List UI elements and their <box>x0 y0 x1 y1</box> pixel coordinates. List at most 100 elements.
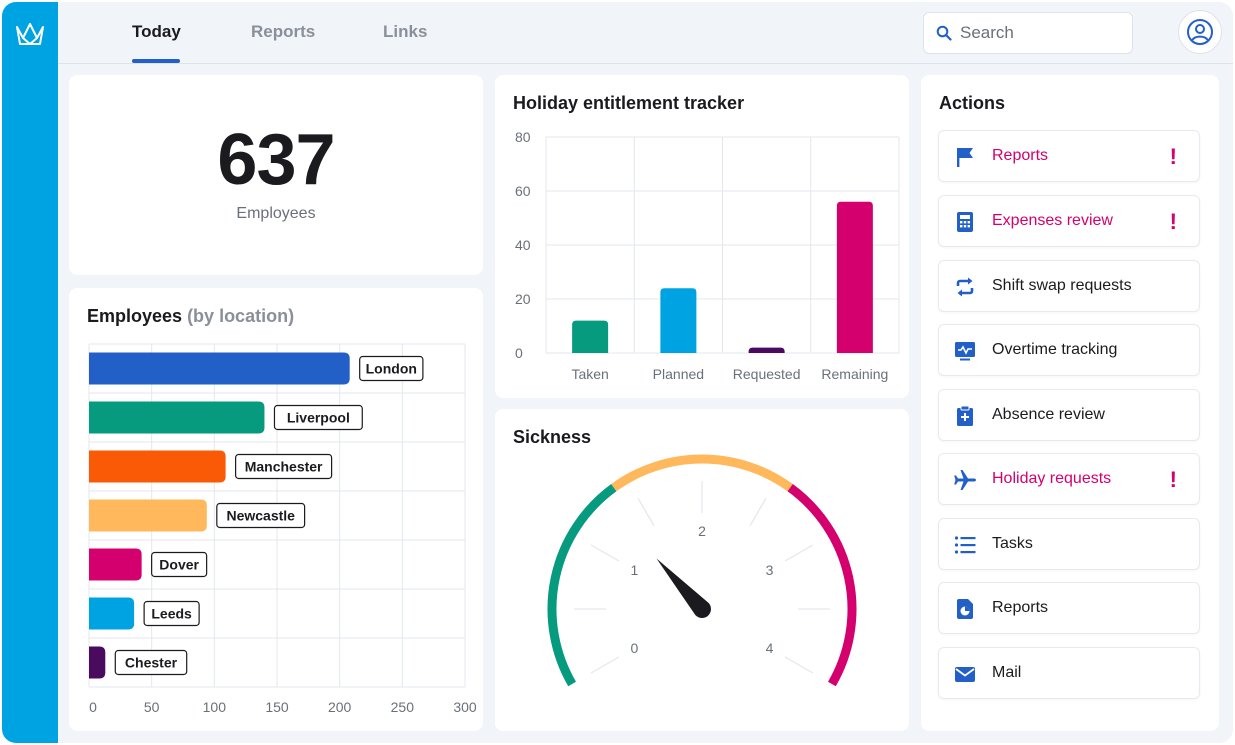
monitor-chart-icon <box>955 342 975 361</box>
action-expenses-review[interactable]: Expenses review ! <box>938 195 1200 247</box>
y-tick-label: 40 <box>515 237 531 253</box>
action-label: Reports <box>992 147 1049 164</box>
action-reports[interactable]: Reports ! <box>938 130 1200 182</box>
employees-card-title-main: Employees <box>87 306 183 326</box>
pie-report-icon <box>957 599 973 619</box>
alert-indicator: ! <box>1169 144 1177 169</box>
actions-card-title: Actions <box>939 93 1006 113</box>
crown-logo-icon[interactable] <box>14 18 46 50</box>
action-tasks[interactable]: Tasks <box>938 518 1200 570</box>
bar-requested <box>748 347 785 353</box>
action-label: Holiday requests <box>992 470 1112 487</box>
gauge-tick-label: 3 <box>766 562 774 578</box>
headcount-caption: Employees <box>236 205 316 222</box>
gauge-tick <box>784 544 814 562</box>
bar-label-box <box>143 600 200 627</box>
bar-leeds <box>89 597 135 630</box>
y-tick-label: 60 <box>515 183 531 199</box>
bar-label: Chester <box>125 655 178 671</box>
bar-taken <box>572 320 609 353</box>
bar-label: Newcastle <box>226 508 295 524</box>
top-nav: Today Reports Links <box>58 2 1233 64</box>
x-tick-label: 50 <box>144 699 160 715</box>
action-holiday-requests[interactable]: Holiday requests ! <box>938 453 1200 505</box>
user-icon <box>1187 19 1213 45</box>
x-tick-label: Taken <box>571 366 608 382</box>
action-shift-swap-requests[interactable]: Shift swap requests <box>938 260 1200 312</box>
tab-today[interactable]: Today <box>132 22 181 41</box>
employees-location-chart: London Liverpool Manchester Newcastle Dover L… <box>88 343 477 715</box>
gauge-tick <box>637 497 655 527</box>
action-overtime-tracking[interactable]: Overtime tracking <box>938 324 1200 376</box>
tab-reports[interactable]: Reports <box>251 22 316 41</box>
x-tick-label: Remaining <box>821 366 888 382</box>
bar-manchester <box>89 450 226 483</box>
bar-liverpool <box>89 401 265 434</box>
action-label: Absence review <box>992 406 1105 423</box>
bar-label-box <box>114 649 188 676</box>
bar-label-box <box>359 355 424 382</box>
gauge-tick-label: 2 <box>698 523 706 539</box>
bar-remaining <box>836 201 873 353</box>
alert-indicator: ! <box>1169 209 1177 234</box>
employees-card-subtitle: (by location) <box>187 306 295 326</box>
gauge-tick-label: 4 <box>766 640 774 656</box>
employees-card-title: Employees (by location) <box>87 306 294 327</box>
bar-label: Leeds <box>151 606 192 622</box>
action-label: Overtime tracking <box>992 341 1118 358</box>
gauge-tick <box>749 497 767 527</box>
gauge-tick <box>784 656 814 674</box>
x-tick-label: 0 <box>89 699 97 715</box>
sickness-card: Sickness 0 1 2 3 4 <box>495 409 909 731</box>
bar-label: Liverpool <box>287 410 350 426</box>
action-absence-review[interactable]: Absence review <box>938 389 1200 441</box>
action-label: Expenses review <box>992 212 1113 229</box>
action-label: Shift swap requests <box>992 277 1132 294</box>
search-box[interactable] <box>923 12 1133 54</box>
calculator-icon <box>957 212 973 232</box>
bar-label-box <box>235 453 333 480</box>
bar-newcastle <box>89 499 207 532</box>
gauge-band <box>547 484 617 687</box>
sickness-card-title: Sickness <box>513 427 592 447</box>
gauge-tick <box>590 656 620 674</box>
gauge-tick-label: 1 <box>631 562 639 578</box>
bar-label-box <box>273 404 363 431</box>
action-label: Mail <box>992 664 1022 681</box>
swap-icon <box>956 277 974 297</box>
bar-planned <box>660 288 697 353</box>
search-input[interactable] <box>960 21 1120 45</box>
bar-label-box <box>216 502 306 529</box>
x-tick-label: 300 <box>453 699 477 715</box>
bar-dover <box>89 548 142 581</box>
active-tab-indicator <box>132 59 180 63</box>
alert-indicator: ! <box>1169 467 1177 492</box>
action-label: Reports <box>992 599 1049 616</box>
x-tick-label: 100 <box>203 699 227 715</box>
y-tick-label: 0 <box>515 345 523 361</box>
holiday-entitlement-chart: 0 20 40 60 80 Taken Planned Requested Remaining <box>515 129 900 382</box>
bar-chester <box>89 646 106 679</box>
list-icon <box>954 536 976 554</box>
gauge-tick-label: 0 <box>631 640 639 656</box>
action-mail[interactable]: Mail <box>938 647 1200 699</box>
gauge-needle <box>656 558 711 618</box>
tab-links[interactable]: Links <box>383 22 428 41</box>
action-reports-secondary[interactable]: Reports <box>938 582 1200 634</box>
x-tick-label: 150 <box>265 699 289 715</box>
x-tick-label: 250 <box>391 699 415 715</box>
clipboard-add-icon <box>957 405 973 426</box>
headcount-card: 637 Employees <box>69 75 483 275</box>
holiday-card-title: Holiday entitlement tracker <box>513 93 745 113</box>
user-avatar[interactable] <box>1178 10 1222 54</box>
sickness-gauge: 0 1 2 3 4 <box>547 454 857 687</box>
y-tick-label: 20 <box>515 291 531 307</box>
side-rail <box>2 2 58 743</box>
bar-label: Manchester <box>245 459 323 475</box>
search-icon <box>936 25 952 41</box>
x-tick-label: 200 <box>328 699 352 715</box>
flag-icon <box>957 148 973 167</box>
bar-label: Dover <box>159 557 199 573</box>
bar-london <box>89 352 350 385</box>
